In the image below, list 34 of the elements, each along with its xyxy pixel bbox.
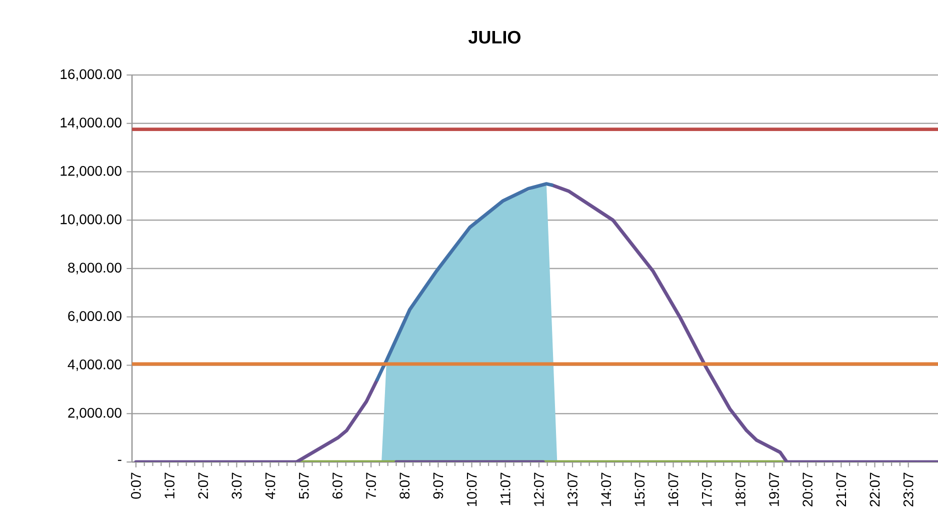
x-tick-label: 10:07 bbox=[466, 472, 477, 506]
x-tick-label: 20:07 bbox=[802, 472, 813, 506]
x-tick-label: 14:07 bbox=[601, 472, 612, 506]
x-tick-label: 22:07 bbox=[870, 472, 880, 506]
y-tick-label: - bbox=[118, 460, 122, 461]
x-tick-label: 6:07 bbox=[332, 472, 342, 499]
x-tick-label: 2:07 bbox=[198, 472, 208, 499]
x-tick-label: 9:07 bbox=[433, 472, 444, 499]
x-tick-label: 7:07 bbox=[366, 472, 376, 499]
x-tick-label: 15:07 bbox=[634, 472, 645, 506]
y-tick-label: 6,000.00 bbox=[68, 311, 122, 323]
x-tick-label: 17:07 bbox=[702, 472, 712, 506]
chart-title: JULIO bbox=[468, 30, 520, 44]
x-tick-label: 23:07 bbox=[903, 472, 914, 506]
x-tick-label: 11:07 bbox=[500, 472, 510, 505]
x-tick-label: 5:07 bbox=[298, 472, 309, 499]
y-tick-label: 2,000.00 bbox=[68, 408, 122, 420]
y-tick-label: 12,000.00 bbox=[60, 166, 122, 178]
x-tick-label: 3:07 bbox=[232, 472, 242, 499]
y-tick-label: 4,000.00 bbox=[68, 359, 122, 372]
x-tick-label: 13:07 bbox=[568, 472, 578, 506]
x-tick-label: 8:07 bbox=[400, 472, 410, 499]
x-tick-label: 16:07 bbox=[668, 472, 678, 506]
x-tick-label: 21:07 bbox=[836, 472, 846, 506]
y-tick-label: 16,000.00 bbox=[60, 69, 122, 81]
x-tick-label: 12:07 bbox=[534, 472, 544, 506]
y-tick-label: 14,000.00 bbox=[60, 118, 122, 130]
x-tick-label: 19:07 bbox=[769, 472, 779, 506]
x-tick-label: 0:07 bbox=[130, 472, 141, 499]
y-tick-label: 10,000.00 bbox=[60, 214, 122, 226]
x-tick-label: 18:07 bbox=[735, 472, 746, 506]
y-tick-label: 8,000.00 bbox=[68, 262, 122, 274]
x-tick-label: 1:07 bbox=[164, 472, 174, 498]
x-tick-label: 4:07 bbox=[265, 472, 276, 499]
